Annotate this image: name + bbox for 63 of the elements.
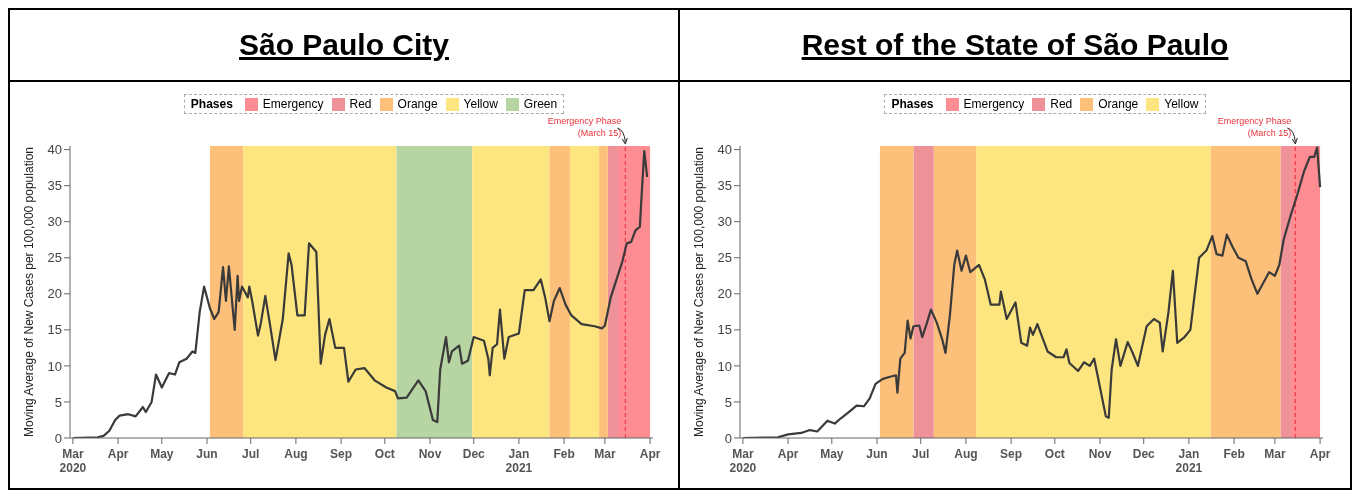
legend-label: Green [522,97,558,111]
y-tick-label: 15 [47,322,62,338]
legend-label: Yellow [1163,97,1199,111]
y-tick-label: 10 [47,358,62,374]
legend-label: Orange [396,97,438,111]
x-tick-label: Nov [418,447,442,461]
legend-label: Yellow [462,97,498,111]
y-tick-label: 30 [717,214,732,230]
x-tick-label: Aug [284,447,308,461]
x-tick-label: Dec [462,447,486,461]
x-tick-label: Jul [242,447,260,461]
x-tick-label: Nov [1088,447,1112,461]
x-tick-label: Oct [374,447,395,461]
y-tick-label: 35 [47,178,62,194]
x-tick-label: Feb [1223,447,1245,461]
x-tick-label: Apr [107,447,129,461]
chart-title: São Paulo City [10,10,678,82]
chart-title: Rest of the State of São Paulo [680,10,1350,82]
legend-label: Emergency [962,97,1025,111]
x-tick-label: Apr [639,447,661,461]
y-tick-label: 20 [47,286,62,302]
y-tick-label: 0 [724,430,732,446]
x-tick-label: Jun [196,447,218,461]
y-axis-title: Moving Average of New Cases per 100,000 population [22,147,37,437]
ref-line-label: Emergency Phase (March 15) [547,116,622,138]
x-tick-label: Apr [1309,447,1331,461]
x-tick-label: May [150,447,174,461]
y-tick-label: 10 [717,358,732,374]
x-tick-label: May [820,447,844,461]
legend-label: Red [1049,97,1073,111]
y-tick-label: 5 [54,394,62,410]
legend-label: Red [348,97,372,111]
y-tick-label: 40 [717,142,732,158]
x-tick-label: Aug [954,447,978,461]
x-tick-label: Oct [1044,447,1065,461]
x-tick-label: Dec [1132,447,1156,461]
y-tick-label: 40 [47,142,62,158]
x-tick-label: Mar [1264,447,1286,461]
legend-label: Orange [1097,97,1139,111]
x-tick-label: Mar 2020 [729,447,757,475]
y-tick-label: 25 [717,250,732,266]
x-tick-label: Sep [330,447,353,461]
y-tick-label: 25 [47,250,62,266]
y-tick-label: 20 [717,286,732,302]
legend-title: Phases [891,97,934,111]
x-tick-label: Jul [912,447,930,461]
x-tick-label: Apr [777,447,799,461]
y-tick-label: 30 [47,214,62,230]
x-tick-label: Mar 2020 [59,447,87,475]
legend-title: Phases [190,97,233,111]
x-tick-label: Feb [553,447,575,461]
x-tick-label: Mar [594,447,616,461]
x-tick-label: Jan 2021 [1175,447,1203,475]
x-tick-label: Jun [866,447,888,461]
y-axis-title: Moving Average of New Cases per 100,000 population [692,147,707,437]
y-tick-label: 0 [54,430,62,446]
ref-line-label: Emergency Phase (March 15) [1217,116,1292,138]
x-tick-label: Jan 2021 [505,447,533,475]
y-tick-label: 35 [717,178,732,194]
y-tick-label: 15 [717,322,732,338]
y-tick-label: 5 [724,394,732,410]
legend-label: Emergency [261,97,324,111]
x-tick-label: Sep [1000,447,1023,461]
